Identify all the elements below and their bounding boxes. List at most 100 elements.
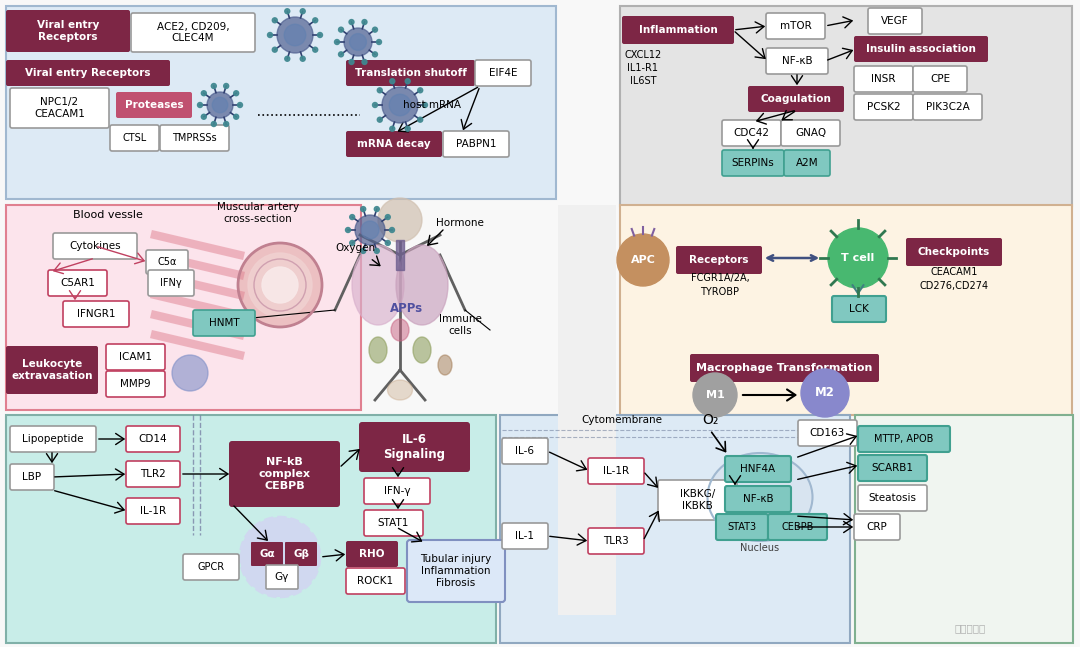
Text: ICAM1: ICAM1 [119,352,152,362]
Circle shape [212,83,216,89]
FancyBboxPatch shape [913,66,967,92]
Text: Translation shutoff: Translation shutoff [354,68,467,78]
Text: RHO: RHO [360,549,384,559]
Text: M2: M2 [815,386,835,399]
Text: Insulin association: Insulin association [866,44,976,54]
Text: ROCK1: ROCK1 [357,576,393,586]
Circle shape [386,215,390,219]
Circle shape [693,373,737,417]
Circle shape [198,102,203,107]
Text: APC: APC [631,255,656,265]
Text: Checkpoints: Checkpoints [918,247,990,257]
Ellipse shape [388,380,413,400]
Text: LCK: LCK [849,304,869,314]
FancyBboxPatch shape [126,426,180,452]
FancyBboxPatch shape [110,125,159,151]
Circle shape [238,243,322,327]
FancyBboxPatch shape [725,456,791,482]
FancyBboxPatch shape [858,485,927,511]
Circle shape [373,52,378,57]
FancyBboxPatch shape [868,8,922,34]
Circle shape [276,17,313,53]
Circle shape [338,27,343,32]
FancyBboxPatch shape [725,486,791,512]
FancyBboxPatch shape [359,422,470,472]
FancyBboxPatch shape [53,233,137,259]
Circle shape [801,369,849,417]
Circle shape [828,228,888,288]
Circle shape [300,56,306,61]
Circle shape [373,102,378,107]
Circle shape [233,115,239,119]
Circle shape [375,206,379,212]
FancyBboxPatch shape [10,426,96,452]
Circle shape [346,228,351,232]
FancyBboxPatch shape [183,554,239,580]
Text: FCGR1A/2A,: FCGR1A/2A, [690,273,750,283]
FancyBboxPatch shape [622,16,734,44]
Circle shape [418,88,422,93]
Text: Coagulation: Coagulation [760,94,832,104]
FancyBboxPatch shape [116,92,192,118]
FancyBboxPatch shape [126,461,180,487]
Bar [558,205,616,615]
Text: Nucleus: Nucleus [741,543,780,553]
Bar [855,415,1074,643]
FancyBboxPatch shape [854,36,988,62]
Bar [6,205,361,410]
Circle shape [422,102,428,107]
Text: Tubular injury
Inflammation
Fibrosis: Tubular injury Inflammation Fibrosis [420,554,491,587]
Text: IL-6
Signaling: IL-6 Signaling [383,433,446,461]
Text: STAT3: STAT3 [728,522,757,532]
Bar [620,6,1072,206]
FancyBboxPatch shape [346,60,475,86]
Text: CRP: CRP [866,522,888,532]
Circle shape [405,126,410,131]
Circle shape [224,122,229,127]
Circle shape [377,88,382,93]
Text: Cytokines: Cytokines [69,241,121,251]
Text: 仪器信息网: 仪器信息网 [955,623,986,633]
Circle shape [238,102,243,107]
Circle shape [349,60,354,65]
FancyBboxPatch shape [854,94,913,120]
Circle shape [268,32,272,38]
Text: mTOR: mTOR [780,21,811,31]
Circle shape [335,39,339,45]
Text: Macrophage Transformation: Macrophage Transformation [697,363,873,373]
Circle shape [345,28,372,56]
Circle shape [233,91,239,96]
Text: IL-6: IL-6 [515,446,535,456]
Text: A2M: A2M [796,158,819,168]
Text: CXCL12: CXCL12 [624,50,662,60]
FancyBboxPatch shape [131,13,255,52]
FancyBboxPatch shape [748,86,843,112]
Bar [396,240,404,270]
Ellipse shape [413,337,431,363]
FancyBboxPatch shape [766,13,825,39]
Text: PABPN1: PABPN1 [456,139,496,149]
Text: LBP: LBP [23,472,41,482]
Text: IL6ST: IL6ST [630,76,657,86]
Text: PIK3C2A: PIK3C2A [926,102,970,112]
Text: Lipopeptide: Lipopeptide [23,434,84,444]
Text: Blood vessle: Blood vessle [73,210,143,220]
Circle shape [350,34,366,50]
Text: HNMT: HNMT [208,318,240,328]
FancyBboxPatch shape [106,371,165,397]
FancyBboxPatch shape [913,94,982,120]
FancyBboxPatch shape [723,120,781,146]
Circle shape [285,56,289,61]
Ellipse shape [438,355,453,375]
Circle shape [418,117,422,122]
Text: GNAQ: GNAQ [795,128,826,138]
Text: TLR3: TLR3 [603,536,629,546]
Text: Viral entry
Receptors: Viral entry Receptors [37,20,99,42]
FancyBboxPatch shape [768,514,827,540]
Ellipse shape [369,337,387,363]
Text: Leukocyte
extravasation: Leukocyte extravasation [11,359,93,381]
Circle shape [262,267,298,303]
Circle shape [405,79,410,83]
Ellipse shape [352,245,404,325]
FancyBboxPatch shape [160,125,229,151]
